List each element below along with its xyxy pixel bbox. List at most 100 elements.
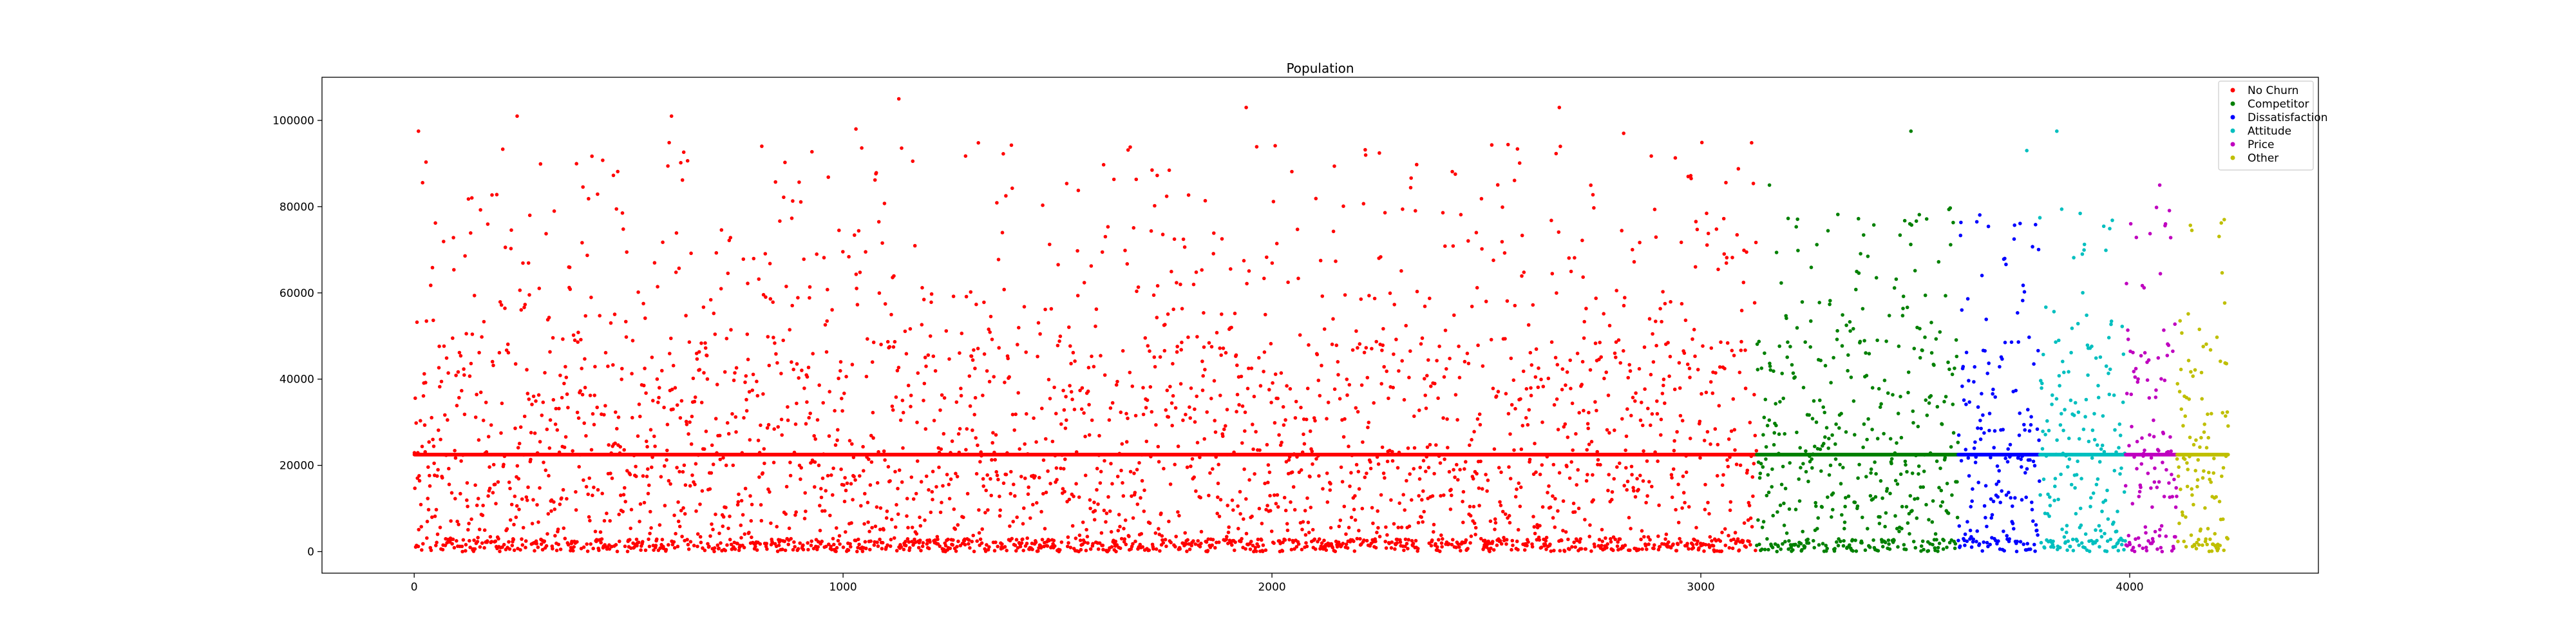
scatter-point [635, 544, 639, 548]
scatter-point [1041, 203, 1045, 207]
scatter-point [786, 418, 790, 422]
scatter-point [413, 396, 417, 401]
scatter-point [907, 546, 912, 550]
scatter-point [1013, 544, 1018, 547]
scatter-point [488, 465, 491, 469]
scatter-point [896, 365, 901, 370]
scatter-point [973, 395, 978, 400]
scatter-point [1474, 231, 1479, 235]
scatter-point [426, 497, 430, 500]
scatter-point [745, 332, 750, 336]
scatter-point [1274, 502, 1278, 506]
scatter-point [1096, 502, 1100, 506]
scatter-point [1457, 375, 1462, 380]
scatter-point [940, 500, 943, 505]
scatter-point [850, 442, 854, 446]
scatter-point [872, 543, 876, 547]
scatter-point [546, 512, 551, 516]
scatter-point [1421, 489, 1425, 493]
scatter-point [1296, 542, 1301, 546]
scatter-point [853, 233, 857, 237]
scatter-point [951, 543, 955, 547]
scatter-point [820, 509, 824, 513]
scatter-point [1305, 544, 1309, 549]
scatter-point [949, 477, 953, 481]
scatter-point [452, 268, 456, 272]
scatter-point [934, 485, 938, 489]
scatter-point [1066, 535, 1070, 539]
scatter-point [1304, 541, 1308, 545]
scatter-point [452, 545, 457, 550]
scatter-point [1181, 237, 1186, 242]
scatter-point [593, 529, 598, 534]
scatter-point [1472, 430, 1476, 434]
scatter-point [1195, 440, 1200, 445]
scatter-point [536, 393, 541, 397]
scatter-point [1088, 506, 1092, 511]
scatter-point [453, 497, 457, 501]
scatter-point [535, 503, 539, 507]
scatter-point [1144, 406, 1148, 410]
scatter-point [799, 200, 803, 204]
scatter-point [1221, 434, 1225, 439]
scatter-point [582, 545, 586, 549]
scatter-point [820, 476, 825, 480]
scatter-point [548, 350, 552, 354]
scatter-point [470, 332, 475, 336]
scatter-point [677, 524, 682, 529]
scatter-point [1180, 340, 1184, 345]
scatter-point [657, 395, 661, 400]
scatter-point [667, 543, 670, 547]
scatter-point [580, 366, 583, 370]
scatter-point [761, 292, 766, 297]
scatter-point [1362, 538, 1366, 542]
scatter-point [1212, 231, 1216, 235]
scatter-point [507, 547, 512, 551]
scatter-point [923, 518, 927, 522]
scatter-point [685, 158, 690, 163]
scatter-point [480, 513, 485, 517]
scatter-point [924, 474, 929, 478]
scatter-point [991, 431, 995, 435]
scatter-point [457, 350, 462, 355]
scatter-point [421, 180, 424, 185]
scatter-point [598, 314, 601, 318]
scatter-point [1289, 500, 1293, 504]
scatter-point [759, 423, 762, 428]
scatter-point [1154, 547, 1159, 551]
scatter-point [419, 502, 423, 507]
scatter-point [1293, 416, 1298, 420]
scatter-point [1381, 343, 1385, 347]
scatter-point [666, 164, 670, 168]
scatter-point [1188, 547, 1192, 551]
scatter-point [783, 548, 788, 553]
scatter-point [1242, 467, 1246, 471]
scatter-point [744, 397, 748, 402]
scatter-point [1171, 307, 1175, 312]
scatter-point [1121, 494, 1126, 498]
scatter-point [645, 444, 649, 449]
scatter-point [845, 481, 849, 486]
scatter-point [857, 537, 860, 542]
scatter-point [826, 473, 830, 478]
scatter-point [1273, 144, 1277, 148]
scatter-point [1283, 508, 1288, 513]
scatter-point [1090, 354, 1094, 359]
scatter-point [947, 357, 951, 361]
scatter-point [435, 540, 439, 545]
scatter-point [523, 303, 527, 307]
scatter-point [503, 306, 507, 310]
scatter-point [1325, 500, 1330, 504]
scatter-point [1035, 501, 1039, 505]
scatter-point [587, 515, 591, 519]
scatter-point [689, 251, 693, 256]
scatter-point [499, 431, 503, 435]
scatter-point [920, 323, 924, 327]
scatter-point [747, 390, 752, 394]
scatter-point [1308, 429, 1312, 433]
scatter-point [1063, 426, 1068, 430]
scatter-point [1233, 540, 1237, 544]
scatter-point [661, 240, 665, 245]
scatter-point [453, 448, 457, 453]
scatter-point [834, 549, 838, 553]
